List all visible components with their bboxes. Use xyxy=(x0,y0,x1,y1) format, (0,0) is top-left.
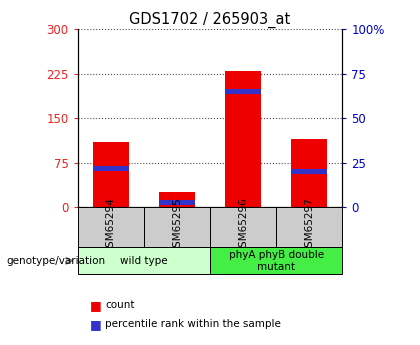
Bar xyxy=(159,192,195,207)
FancyBboxPatch shape xyxy=(210,207,276,247)
Text: genotype/variation: genotype/variation xyxy=(6,256,105,266)
Text: phyA phyB double
mutant: phyA phyB double mutant xyxy=(228,250,324,272)
Bar xyxy=(92,142,129,207)
Text: ■: ■ xyxy=(90,318,102,331)
Text: GSM65297: GSM65297 xyxy=(304,198,314,254)
FancyBboxPatch shape xyxy=(210,247,342,274)
FancyBboxPatch shape xyxy=(144,207,210,247)
Bar xyxy=(291,139,328,207)
FancyBboxPatch shape xyxy=(78,247,210,274)
Text: GSM65295: GSM65295 xyxy=(172,198,182,254)
Bar xyxy=(159,200,195,205)
Text: count: count xyxy=(105,300,134,310)
Text: ■: ■ xyxy=(90,299,102,312)
Text: percentile rank within the sample: percentile rank within the sample xyxy=(105,319,281,329)
Bar xyxy=(225,71,261,207)
Text: GSM65294: GSM65294 xyxy=(106,198,116,254)
Bar xyxy=(291,169,328,174)
FancyBboxPatch shape xyxy=(276,207,342,247)
Text: wild type: wild type xyxy=(120,256,168,266)
FancyBboxPatch shape xyxy=(78,207,144,247)
Text: GDS1702 / 265903_at: GDS1702 / 265903_at xyxy=(129,12,291,28)
Text: GSM65296: GSM65296 xyxy=(238,198,248,254)
Bar xyxy=(92,166,129,171)
Bar xyxy=(225,89,261,94)
